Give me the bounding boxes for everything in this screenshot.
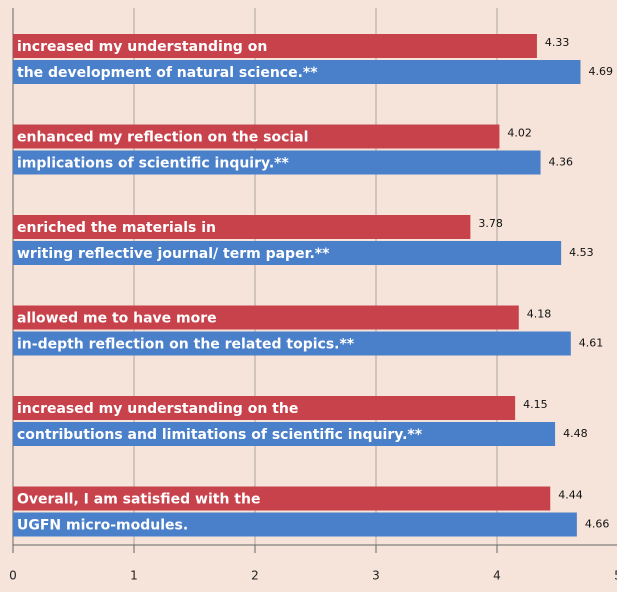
- bar-label: the development of natural science.**: [17, 65, 318, 81]
- value-label: 4.44: [558, 489, 583, 502]
- bar: [13, 331, 571, 356]
- bar-label: enhanced my reflection on the social: [17, 130, 308, 146]
- bar-label: enriched the materials in: [17, 220, 216, 236]
- bar: [13, 34, 537, 58]
- value-label: 4.69: [588, 65, 613, 78]
- x-tick-label: 5: [614, 569, 617, 583]
- value-label: 3.78: [478, 217, 503, 230]
- bar: [13, 305, 519, 330]
- bar: [13, 150, 541, 175]
- bar: [13, 215, 471, 239]
- bar-label: allowed me to have more: [17, 311, 217, 327]
- bar-label: contributions and limitations of scienti…: [17, 427, 423, 443]
- bar-label: increased my understanding on the: [17, 401, 298, 417]
- bar-label: UGFN micro-modules.: [17, 518, 188, 534]
- bar-label: increased my understanding on: [17, 39, 267, 55]
- value-label: 4.61: [579, 337, 604, 350]
- bar-label: implications of scientific inquiry.**: [17, 156, 289, 172]
- x-tick-label: 2: [251, 569, 259, 583]
- x-tick-label: 0: [9, 569, 17, 583]
- x-tick-label: 3: [372, 569, 380, 583]
- value-label: 4.48: [563, 427, 588, 440]
- value-label: 4.18: [527, 308, 552, 321]
- value-label: 4.15: [523, 398, 548, 411]
- value-label: 4.33: [545, 36, 570, 49]
- bar-label: Overall, I am satisfied with the: [17, 492, 260, 508]
- bar: [13, 396, 516, 420]
- value-label: 4.36: [549, 156, 574, 169]
- bar-label: in-depth reflection on the related topic…: [17, 337, 355, 353]
- bar: [13, 486, 551, 511]
- value-label: 4.53: [569, 246, 594, 259]
- bar: [13, 422, 556, 446]
- bar: [13, 512, 577, 537]
- bar: [13, 124, 500, 149]
- value-label: 4.66: [585, 518, 610, 531]
- bar-label: writing reflective journal/ term paper.*…: [17, 246, 330, 262]
- x-tick-label: 1: [130, 569, 138, 583]
- x-tick-label: 4: [493, 569, 501, 583]
- bar: [13, 241, 562, 265]
- value-label: 4.02: [507, 127, 532, 140]
- bar: [13, 60, 581, 84]
